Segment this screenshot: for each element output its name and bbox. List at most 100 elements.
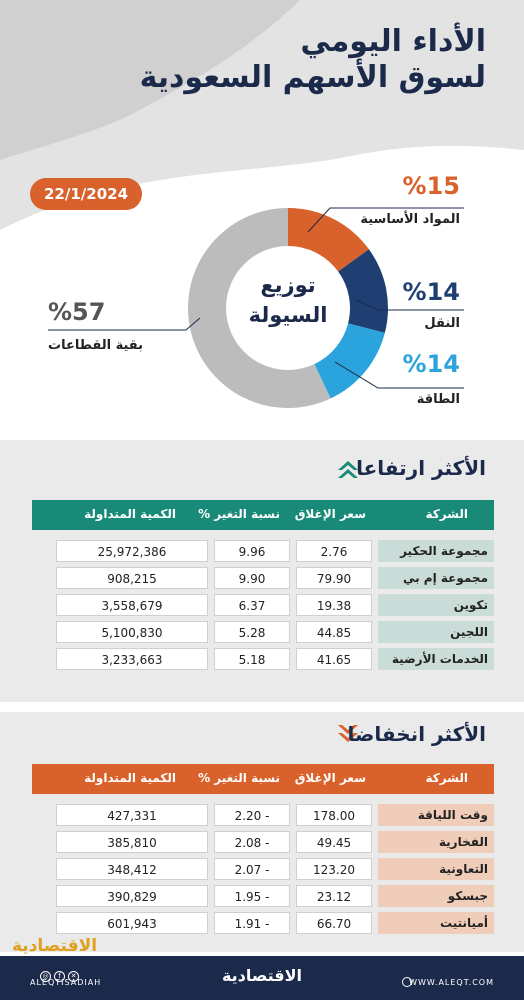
down-arrow-icon: [338, 725, 358, 742]
social-handle[interactable]: ALEQTISADIAH: [30, 978, 102, 987]
change-percent: 9.90: [214, 567, 290, 589]
donut-segment-materials: [288, 208, 369, 272]
energy-label: الطاقة: [416, 392, 460, 407]
table-row: تكوين 19.38 6.37 3,558,679: [32, 594, 494, 616]
change-percent: 1.91 -: [214, 912, 290, 934]
losers-title: الأكثر انخفاضا: [347, 722, 486, 746]
losers-table-header: الشركة سعر الإغلاق نسبة التغير % الكمية …: [32, 764, 494, 794]
leader-line-others: [48, 317, 201, 331]
instagram-icon[interactable]: ◎: [40, 971, 51, 982]
leader-line-energy: [334, 361, 464, 389]
traded-volume: 385,810: [56, 831, 208, 853]
table-row: الخدمات الأرضية 41.65 5.18 3,233,663: [32, 648, 494, 670]
close-price: 19.38: [296, 594, 372, 616]
header-volume: الكمية المتداولة: [84, 771, 176, 785]
traded-volume: 3,233,663: [56, 648, 208, 670]
close-price: 41.65: [296, 648, 372, 670]
donut-hole: [230, 250, 346, 366]
table-row: جبسكو 23.12 1.95 - 390,829: [32, 885, 494, 907]
table-row: مجموعة إم بي سي 79.90 9.90 908,215: [32, 567, 494, 607]
company-name: أمیانتیت: [378, 912, 494, 934]
globe-icon: [402, 977, 412, 987]
company-name: اللجين: [378, 621, 494, 643]
others-percent: %57: [48, 298, 106, 326]
materials-percent: %15: [402, 172, 460, 200]
traded-volume: 601,943: [56, 912, 208, 934]
company-name: الفخارية: [378, 831, 494, 853]
change-percent: 2.08 -: [214, 831, 290, 853]
change-percent: 5.18: [214, 648, 290, 670]
change-percent: 2.20 -: [214, 804, 290, 826]
donut-center-line2: السيولة: [248, 303, 328, 327]
transport-percent: %14: [402, 278, 460, 306]
materials-label: المواد الأساسية: [360, 212, 460, 227]
gainers-title: الأكثر ارتفاعا: [356, 456, 486, 480]
leader-line-transport: [355, 299, 464, 311]
header-company: الشركة: [425, 507, 468, 521]
table-row: التعاونية 123.20 2.07 - 348,412: [32, 858, 494, 880]
transport-label: النقل: [424, 316, 460, 331]
facebook-icon[interactable]: f: [54, 971, 65, 982]
website-url[interactable]: WWW.ALEQT.COM: [409, 978, 494, 987]
traded-volume: 908,215: [56, 567, 208, 589]
traded-volume: 5,100,830: [56, 621, 208, 643]
header-volume: الكمية المتداولة: [84, 507, 176, 521]
header-change: نسبة التغير %: [198, 771, 280, 785]
traded-volume: 427,331: [56, 804, 208, 826]
change-percent: 1.95 -: [214, 885, 290, 907]
change-percent: 9.96: [214, 540, 290, 562]
page-title-line2: لسوق الأسهم السعودية: [139, 60, 486, 95]
close-price: 44.85: [296, 621, 372, 643]
date-badge: 22/1/2024: [30, 178, 142, 210]
change-percent: 2.07 -: [214, 858, 290, 880]
donut-segment-energy: [314, 323, 385, 399]
others-label: بقية القطاعات: [48, 338, 144, 353]
header-wave-decoration: [0, 0, 524, 230]
header-change: نسبة التغير %: [198, 507, 280, 521]
donut-segment-others: [188, 208, 331, 408]
close-price: 49.45: [296, 831, 372, 853]
footer-bar: ◎ f ✕ ALEQTISADIAH الاقتصادية WWW.ALEQT.CO…: [0, 956, 524, 1000]
liquidity-donut-chart: [48, 207, 464, 408]
company-name: وقت اللياقة: [378, 804, 494, 826]
company-name: تكوين: [378, 594, 494, 616]
traded-volume: 3,558,679: [56, 594, 208, 616]
traded-volume: 348,412: [56, 858, 208, 880]
page-title-line1: الأداء اليومي: [300, 24, 486, 59]
traded-volume: 25,972,386: [56, 540, 208, 562]
donut-center-label: توزيع السيولة: [228, 270, 348, 330]
leader-line-materials: [307, 207, 464, 233]
company-name: مجموعة الحكير: [378, 540, 494, 562]
traded-volume: 390,829: [56, 885, 208, 907]
gainers-section: الأكثر ارتفاعا الشركة سعر الإغلاق نسبة ا…: [0, 440, 524, 702]
header-company: الشركة: [425, 771, 468, 785]
donut-center-line1: توزيع: [260, 273, 316, 297]
close-price: 123.20: [296, 858, 372, 880]
table-row: أمیانتیت 66.70 1.91 - 601,943: [32, 912, 494, 934]
up-arrow-icon: [338, 461, 358, 478]
footer-brand-logo: الاقتصادية: [221, 966, 303, 985]
table-row: مجموعة الحكير 2.76 9.96 25,972,386: [32, 540, 494, 562]
change-percent: 5.28: [214, 621, 290, 643]
header-close: سعر الإغلاق: [294, 771, 366, 785]
company-name: مجموعة إم بي سي: [378, 567, 494, 607]
company-name: جبسكو: [378, 885, 494, 907]
close-price: 66.70: [296, 912, 372, 934]
change-percent: 6.37: [214, 594, 290, 616]
header-close: سعر الإغلاق: [294, 507, 366, 521]
table-row: الفخارية 49.45 2.08 - 385,810: [32, 831, 494, 853]
table-row: وقت اللياقة 178.00 2.20 - 427,331: [32, 804, 494, 826]
company-name: الخدمات الأرضية: [378, 648, 494, 670]
donut-segment-transport: [338, 249, 388, 333]
table-row: اللجين 44.85 5.28 5,100,830: [32, 621, 494, 643]
header-panel: الأداء اليومي لسوق الأسهم السعودية 22/1/…: [0, 0, 524, 440]
company-name: التعاونية: [378, 858, 494, 880]
close-price: 2.76: [296, 540, 372, 562]
energy-percent: %14: [402, 350, 460, 378]
x-icon[interactable]: ✕: [68, 971, 79, 982]
brand-watermark: الاقتصادية: [12, 936, 98, 956]
close-price: 23.12: [296, 885, 372, 907]
gainers-table-header: الشركة سعر الإغلاق نسبة التغير % الكمية …: [32, 500, 494, 530]
social-icons: ◎ f ✕: [40, 963, 82, 982]
losers-section: الأكثر انخفاضا الشركة سعر الإغلاق نسبة ا…: [0, 712, 524, 952]
